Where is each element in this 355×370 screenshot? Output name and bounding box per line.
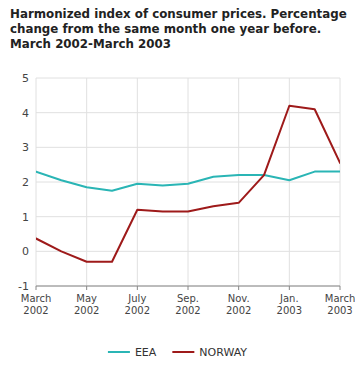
title-line: March 2002-March 2003 (10, 37, 171, 51)
y-tick-label: 4 (22, 107, 29, 120)
title-line: Harmonized index of consumer prices. Per… (10, 7, 347, 21)
y-tick-label: 1 (22, 211, 29, 224)
x-tick-label-line: 2002 (23, 305, 48, 316)
series-line (36, 172, 340, 191)
x-tick-label-line: Nov. (228, 293, 250, 304)
x-axis-line (36, 286, 340, 287)
series-line (36, 106, 340, 262)
y-tick-label: -1 (18, 280, 29, 293)
axes: -1012345March2002May2002July2002Sep.2002… (18, 72, 355, 316)
x-grid-line (238, 78, 239, 286)
x-grid-line (137, 78, 138, 286)
x-tick (137, 286, 138, 290)
x-tick-label-line: May (76, 293, 97, 304)
legend-label: EEA (135, 346, 157, 359)
x-tick-label: July2002 (125, 293, 150, 316)
title: Harmonized index of consumer prices. Per… (10, 7, 347, 51)
legend-item: EEA (108, 346, 157, 359)
x-tick-label-line: 2002 (175, 305, 200, 316)
y-tick-label: 3 (22, 141, 29, 154)
x-grid-line (86, 78, 87, 286)
y-tick-label: 2 (22, 176, 29, 189)
x-tick-label-line: July (127, 293, 146, 304)
x-tick-label-line: Sep. (177, 293, 199, 304)
x-tick-label: March2002 (21, 293, 51, 316)
x-tick (36, 286, 37, 290)
x-tick-label: Sep.2002 (175, 293, 200, 316)
title-line: change from the same month one year befo… (10, 22, 321, 36)
y-tick-label: 0 (22, 245, 29, 258)
grid (36, 78, 340, 286)
y-grid-line (36, 286, 340, 287)
lines (36, 106, 340, 262)
y-tick-label: 5 (22, 72, 29, 85)
x-grid-line (340, 78, 341, 286)
legend: EEA NORWAY (108, 346, 247, 359)
x-grid-line (188, 78, 189, 286)
x-tick-label-line: Jan. (279, 293, 299, 304)
x-tick (340, 286, 341, 290)
x-tick-label-line: 2002 (74, 305, 99, 316)
legend-swatch (108, 351, 130, 353)
legend-item: NORWAY (172, 346, 247, 359)
x-tick-label-line: March (325, 293, 355, 304)
x-tick-label: May2002 (74, 293, 99, 316)
x-grid-line (36, 78, 37, 286)
x-tick (86, 286, 87, 290)
legend-label: NORWAY (199, 346, 247, 359)
x-tick (188, 286, 189, 290)
x-tick-label-line: 2002 (125, 305, 150, 316)
x-tick (238, 286, 239, 290)
x-tick (289, 286, 290, 290)
x-tick-label: March2003 (325, 293, 355, 316)
x-tick-label-line: 2002 (226, 305, 251, 316)
x-tick-label-line: 2003 (277, 305, 302, 316)
x-tick-label-line: March (21, 293, 51, 304)
x-tick-label: Nov.2002 (226, 293, 251, 316)
x-tick-label: Jan.2003 (277, 293, 302, 316)
x-tick-label-line: 2003 (327, 305, 352, 316)
legend-swatch (172, 351, 194, 353)
chart: Harmonized index of consumer prices. Per… (0, 0, 355, 370)
